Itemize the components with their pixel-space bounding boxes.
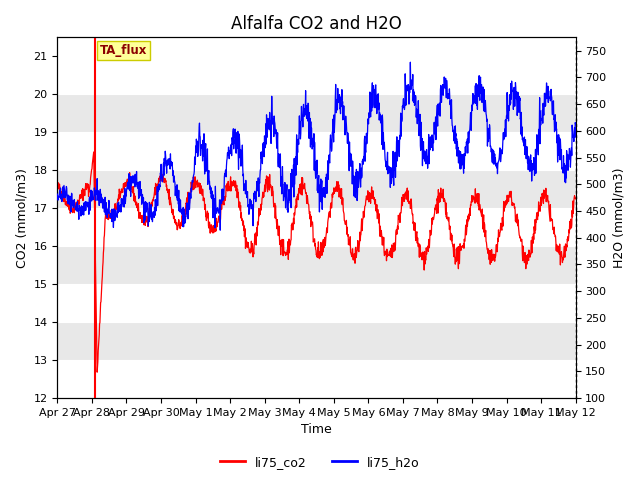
Bar xyxy=(58,246,575,284)
Bar xyxy=(58,170,575,208)
X-axis label: Time: Time xyxy=(301,423,332,436)
Bar xyxy=(58,322,575,360)
Y-axis label: H2O (mmol/m3): H2O (mmol/m3) xyxy=(612,168,625,268)
Legend: li75_co2, li75_h2o: li75_co2, li75_h2o xyxy=(215,451,425,474)
Y-axis label: CO2 (mmol/m3): CO2 (mmol/m3) xyxy=(15,168,28,267)
Text: TA_flux: TA_flux xyxy=(100,45,147,58)
Bar xyxy=(58,94,575,132)
Title: Alfalfa CO2 and H2O: Alfalfa CO2 and H2O xyxy=(231,15,402,33)
